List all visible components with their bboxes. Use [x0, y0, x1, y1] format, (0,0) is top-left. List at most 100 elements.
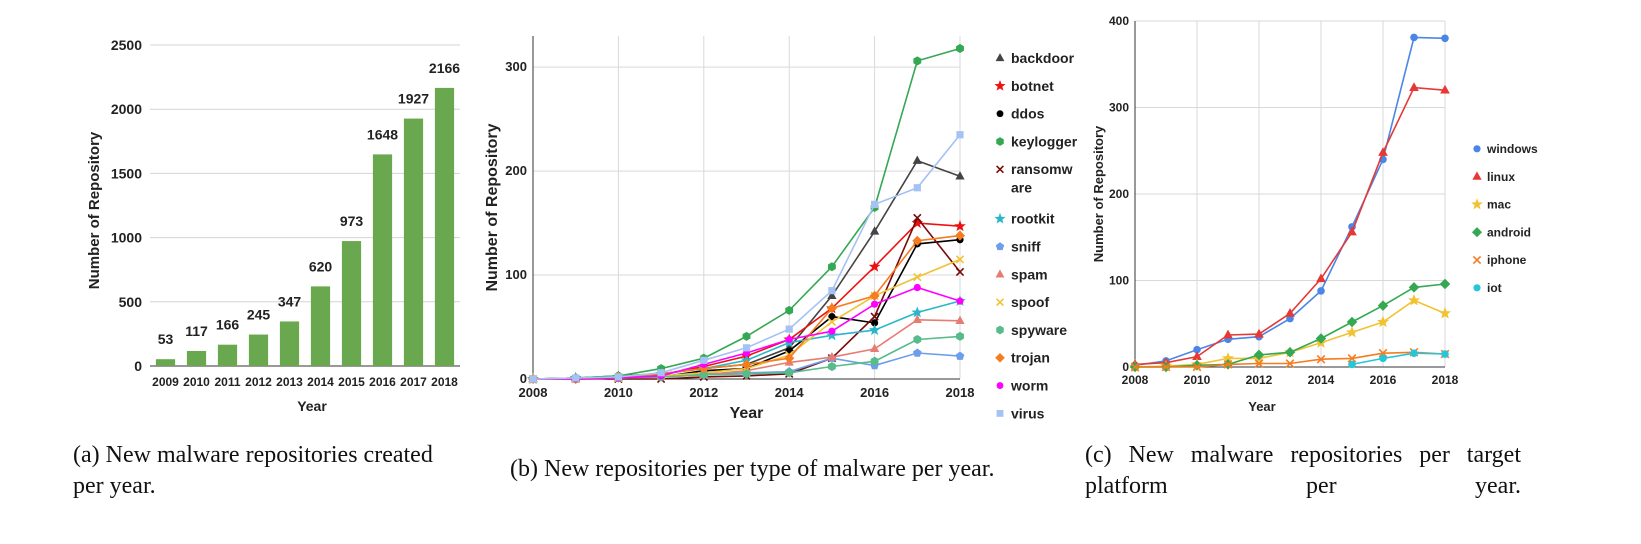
x-tick-label: 2016 — [1370, 373, 1397, 387]
y-tick-label: 0 — [520, 371, 527, 386]
legend-label-worm: worm — [1010, 377, 1048, 393]
data-point-spam — [912, 314, 922, 323]
data-point-virus — [742, 344, 751, 352]
x-tick-label: 2018 — [1432, 373, 1459, 387]
data-label: 53 — [158, 331, 174, 347]
data-point-iphone — [1161, 362, 1171, 372]
chart-b-line: 2008 2010 2012 2014 2016 2018 0 100 200 300 Year Nu… — [484, 36, 1078, 422]
data-point-trojan — [698, 363, 709, 374]
y-axis-label: Number of Repository — [1091, 125, 1106, 262]
legend-label-backdoor: backdoor — [1011, 50, 1075, 66]
data-point-mac — [1376, 315, 1390, 328]
bar — [217, 344, 238, 366]
x-tick-label: 2018 — [946, 385, 975, 400]
data-point-sniff — [955, 351, 965, 360]
data-point-trojan — [869, 290, 880, 301]
caption-a: (a) New malware repositories created per… — [73, 442, 433, 499]
data-point-iot — [1348, 360, 1356, 369]
data-label: 2166 — [429, 60, 460, 76]
legend-marker-worm — [996, 382, 1004, 390]
legend-label-keylogger: keylogger — [1011, 133, 1078, 149]
legend-label-spoof: spoof — [1011, 294, 1049, 310]
data-label: 1927 — [398, 91, 429, 107]
data-point-iot — [1410, 349, 1418, 357]
y-axis-label: Number of Repository — [484, 123, 501, 291]
legend-label-iot: iot — [1487, 281, 1502, 295]
data-point-spyware — [785, 368, 794, 378]
x-tick-label: 2014 — [1308, 373, 1335, 387]
data-point-iphone — [1285, 359, 1295, 368]
data-point-spam — [955, 315, 965, 324]
data-point-spoof — [827, 317, 837, 326]
x-tick-label: 2013 — [276, 375, 303, 389]
data-point-android — [1284, 347, 1296, 358]
data-point-iphone — [1223, 360, 1233, 369]
y-tick-label: 1000 — [111, 230, 142, 246]
data-point-rootkit — [911, 306, 924, 318]
data-point-ddos — [828, 313, 836, 321]
data-point-virus — [913, 184, 921, 192]
y-tick-label: 300 — [505, 59, 527, 74]
data-point-iot — [1441, 350, 1449, 358]
data-point-botnet — [868, 260, 881, 272]
y-tick-label: 500 — [119, 294, 143, 310]
x-tick-label: 2014 — [775, 385, 805, 400]
data-point-keylogger — [742, 331, 751, 341]
data-point-ddos — [871, 319, 879, 327]
data-point-virus — [700, 356, 708, 364]
series-line-iot — [1351, 352, 1446, 366]
data-point-spoof — [955, 255, 965, 264]
y-tick-label: 200 — [1109, 187, 1129, 201]
data-label: 117 — [185, 323, 208, 339]
data-point-virus — [657, 369, 665, 377]
legend-marker-ddos — [996, 110, 1004, 118]
legend-marker-android — [1471, 227, 1483, 238]
data-point-sniff — [912, 348, 922, 357]
x-axis-label: Year — [730, 405, 764, 422]
data-point-android — [1439, 278, 1451, 290]
legend-label-ddos: ddos — [1011, 106, 1045, 122]
data-point-android — [1408, 282, 1420, 293]
data-point-backdoor — [827, 290, 837, 300]
legend-label-trojan: trojan — [1011, 350, 1050, 366]
x-tick-label: 2008 — [1122, 373, 1149, 387]
data-point-virus — [529, 375, 537, 383]
x-axis-label: Year — [1248, 399, 1275, 414]
chart-a-bar: 0 500 1000 1500 2000 2500 53 2009 117 2010 166 2011… — [86, 37, 460, 414]
data-point-worm — [785, 335, 793, 344]
x-tick-label: 2018 — [431, 375, 458, 389]
data-point-iphone — [1316, 354, 1326, 364]
data-point-keylogger — [785, 305, 794, 315]
series-line-linux — [1134, 86, 1446, 366]
legend-label-botnet: botnet — [1011, 78, 1054, 94]
data-point-virus — [828, 287, 836, 295]
data-point-virus — [871, 200, 879, 208]
legend-marker-linux — [1472, 171, 1482, 180]
data-point-android — [1377, 300, 1389, 311]
legend-label-mac: mac — [1487, 198, 1511, 212]
x-tick-label: 2010 — [183, 375, 210, 389]
data-point-mac — [1407, 294, 1421, 306]
legend-marker-spyware — [996, 325, 1004, 335]
x-tick-label: 2011 — [214, 375, 240, 389]
data-point-backdoor — [869, 226, 880, 235]
caption-c: (c) New malware repositories per target … — [1085, 442, 1521, 499]
data-point-virus — [956, 131, 964, 139]
legend-marker-botnet — [994, 80, 1006, 91]
x-tick-label: 2010 — [1184, 373, 1211, 387]
y-tick-label: 0 — [134, 358, 142, 374]
data-point-linux — [1223, 329, 1233, 339]
y-tick-label: 2000 — [111, 101, 142, 117]
legend-marker-iphone — [1472, 255, 1482, 265]
data-point-worm — [956, 297, 964, 305]
bar — [279, 321, 300, 366]
data-point-spyware — [956, 331, 964, 341]
data-point-spyware — [913, 334, 922, 345]
data-point-spyware — [699, 370, 708, 380]
legend-marker-trojan — [995, 352, 1005, 363]
legend-marker-keylogger — [996, 137, 1004, 146]
bar — [341, 241, 362, 366]
data-point-iphone — [1254, 359, 1264, 368]
data-label: 347 — [278, 293, 302, 309]
data-point-worm — [828, 327, 836, 335]
